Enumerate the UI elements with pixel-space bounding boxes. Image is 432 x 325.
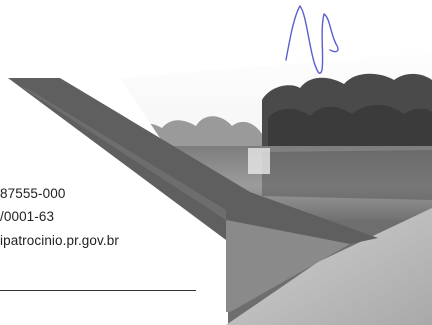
footer-divider xyxy=(0,290,196,291)
address-cep-text: 87555-000 xyxy=(0,186,66,201)
light-band-shape xyxy=(226,208,432,325)
cnpj-text: /0001-63 xyxy=(0,209,55,224)
dark-band-shape xyxy=(8,78,378,244)
signature-mark xyxy=(285,5,339,74)
website-text: ipatrocinio.pr.gov.br xyxy=(0,233,119,248)
